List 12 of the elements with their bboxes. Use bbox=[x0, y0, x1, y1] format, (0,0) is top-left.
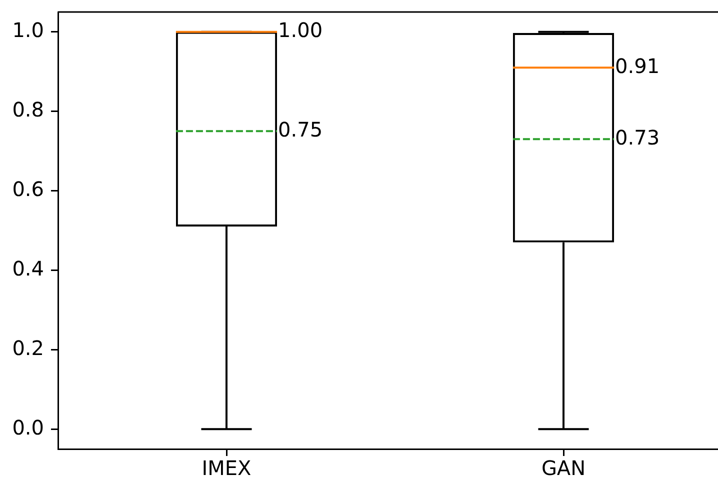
x-tick-label: GAN bbox=[541, 456, 586, 480]
y-tick-label: 0.2 bbox=[12, 336, 44, 360]
annotation: 0.73 bbox=[615, 125, 660, 150]
annotation: 0.91 bbox=[615, 54, 660, 78]
y-tick-label: 1.0 bbox=[12, 18, 44, 42]
y-tick-label: 0.4 bbox=[12, 256, 44, 280]
annotation: 1.00 bbox=[278, 18, 323, 42]
y-tick-label: 0.6 bbox=[12, 176, 44, 201]
annotation: 0.75 bbox=[278, 117, 323, 142]
x-tick-label: IMEX bbox=[202, 456, 252, 480]
y-tick-label: 0.8 bbox=[12, 98, 44, 122]
y-tick-label: 0.0 bbox=[12, 415, 44, 440]
